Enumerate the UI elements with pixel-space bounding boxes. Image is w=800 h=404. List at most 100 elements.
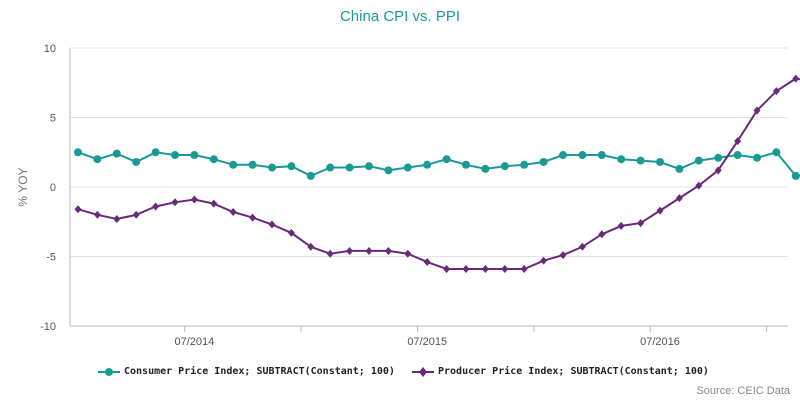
data-point-cpi[interactable]: [209, 155, 218, 164]
series-line-0: [77, 151, 800, 178]
data-point-cpi[interactable]: [597, 151, 606, 160]
data-point-ppi[interactable]: [210, 199, 218, 208]
y-tick-label: 10: [44, 43, 56, 55]
data-point-cpi[interactable]: [559, 151, 567, 160]
data-point-ppi[interactable]: [307, 242, 315, 251]
data-point-cpi[interactable]: [403, 163, 412, 172]
data-point-ppi[interactable]: [346, 246, 354, 255]
data-point-ppi[interactable]: [714, 166, 722, 175]
data-point-ppi[interactable]: [404, 249, 412, 258]
data-point-cpi[interactable]: [772, 148, 781, 157]
data-point-ppi[interactable]: [326, 249, 334, 258]
series-layer: [74, 74, 800, 274]
data-point-ppi[interactable]: [268, 220, 276, 229]
diamond-marker-icon: [412, 366, 434, 377]
data-point-ppi[interactable]: [93, 210, 101, 219]
data-point-ppi[interactable]: [462, 265, 470, 274]
data-point-cpi[interactable]: [248, 160, 257, 169]
data-point-ppi[interactable]: [229, 208, 237, 217]
data-point-ppi[interactable]: [501, 265, 509, 274]
series-line-1: [77, 77, 800, 270]
legend-item-ppi[interactable]: Producer Price Index; SUBTRACT(Constant;…: [412, 366, 709, 377]
data-point-ppi[interactable]: [384, 246, 392, 255]
data-point-ppi[interactable]: [520, 265, 528, 274]
data-point-ppi[interactable]: [772, 87, 780, 96]
data-point-ppi[interactable]: [481, 265, 489, 274]
data-point-cpi[interactable]: [714, 153, 723, 162]
data-point-cpi[interactable]: [694, 156, 703, 165]
data-point-ppi[interactable]: [637, 219, 645, 228]
grid-lines: [70, 47, 788, 327]
y-tick-label: -5: [46, 252, 56, 264]
data-point-cpi[interactable]: [675, 164, 684, 173]
data-point-ppi[interactable]: [443, 265, 451, 274]
data-point-cpi[interactable]: [462, 160, 470, 169]
data-point-cpi[interactable]: [287, 162, 296, 171]
data-point-ppi[interactable]: [249, 213, 257, 222]
data-point-cpi[interactable]: [151, 148, 160, 157]
legend-label-ppi: Producer Price Index; SUBTRACT(Constant;…: [438, 366, 709, 377]
data-point-cpi[interactable]: [617, 155, 626, 164]
data-point-cpi[interactable]: [423, 160, 432, 169]
source-label: Source: CEIC Data: [696, 385, 790, 397]
data-point-ppi[interactable]: [695, 181, 703, 190]
data-point-ppi[interactable]: [132, 210, 140, 219]
data-point-ppi[interactable]: [190, 195, 198, 204]
data-point-ppi[interactable]: [656, 206, 664, 215]
y-tick-label: 5: [50, 113, 56, 125]
data-point-ppi[interactable]: [171, 198, 179, 207]
circle-marker-icon: [98, 367, 120, 376]
data-point-cpi[interactable]: [442, 155, 451, 164]
data-point-ppi[interactable]: [598, 230, 606, 239]
data-point-ppi[interactable]: [423, 258, 431, 267]
y-axis-label: % YOY: [16, 167, 30, 206]
chart-title: China CPI vs. PPI: [339, 8, 461, 25]
data-point-cpi[interactable]: [500, 162, 509, 171]
y-tick-label: -10: [40, 321, 56, 333]
legend-item-cpi[interactable]: Consumer Price Index; SUBTRACT(Constant;…: [98, 366, 395, 377]
x-tick-label: 07/2016: [640, 336, 680, 348]
data-point-cpi[interactable]: [791, 171, 800, 180]
data-point-cpi[interactable]: [345, 163, 354, 172]
data-point-cpi[interactable]: [171, 151, 179, 160]
data-point-cpi[interactable]: [578, 151, 587, 160]
data-point-cpi[interactable]: [656, 157, 664, 166]
data-point-cpi[interactable]: [112, 149, 121, 158]
axes: -10 -5 0 5 10 07/2014 07/2015 07/2016: [40, 43, 788, 348]
legend-label-cpi: Consumer Price Index; SUBTRACT(Constant;…: [124, 366, 395, 377]
data-point-ppi[interactable]: [113, 214, 121, 223]
data-point-ppi[interactable]: [753, 106, 761, 115]
x-tick-label: 07/2015: [407, 336, 447, 348]
data-point-ppi[interactable]: [74, 205, 82, 214]
data-point-cpi[interactable]: [74, 148, 82, 157]
y-tick-label: 0: [50, 182, 56, 194]
data-point-ppi[interactable]: [578, 242, 586, 251]
legend: Consumer Price Index; SUBTRACT(Constant;…: [0, 366, 800, 384]
data-point-cpi[interactable]: [733, 151, 742, 160]
data-point-cpi[interactable]: [481, 164, 490, 173]
data-point-cpi[interactable]: [229, 160, 238, 169]
data-point-cpi[interactable]: [539, 157, 548, 166]
data-point-ppi[interactable]: [675, 194, 683, 203]
data-point-ppi[interactable]: [152, 202, 160, 211]
data-point-cpi[interactable]: [132, 157, 141, 166]
data-point-cpi[interactable]: [384, 166, 393, 175]
data-point-cpi[interactable]: [326, 163, 335, 172]
data-point-ppi[interactable]: [559, 251, 567, 260]
data-point-ppi[interactable]: [734, 137, 742, 146]
data-point-cpi[interactable]: [268, 163, 276, 172]
data-point-cpi[interactable]: [520, 160, 529, 169]
data-point-ppi[interactable]: [540, 256, 548, 265]
data-point-cpi[interactable]: [93, 155, 102, 164]
x-tick-label: 07/2014: [175, 336, 215, 348]
data-point-cpi[interactable]: [365, 162, 373, 171]
data-point-ppi[interactable]: [792, 74, 800, 83]
data-point-cpi[interactable]: [190, 151, 199, 160]
data-point-ppi[interactable]: [365, 246, 373, 255]
data-point-ppi[interactable]: [287, 228, 295, 237]
data-point-ppi[interactable]: [617, 221, 625, 230]
data-point-cpi[interactable]: [306, 171, 315, 180]
data-point-cpi[interactable]: [753, 153, 761, 162]
data-point-cpi[interactable]: [636, 156, 645, 165]
